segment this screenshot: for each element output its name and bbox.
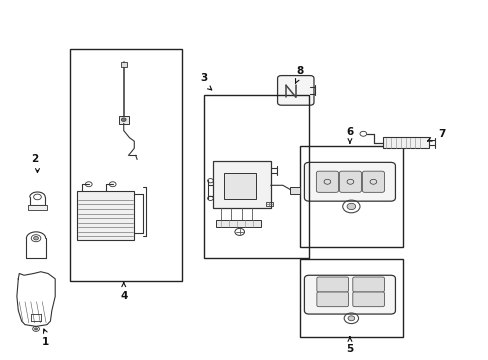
Bar xyxy=(299,147,402,247)
Text: 4: 4 xyxy=(120,291,127,301)
Circle shape xyxy=(34,237,39,240)
Text: 2: 2 xyxy=(31,154,39,164)
Bar xyxy=(77,190,134,240)
Bar xyxy=(213,161,270,208)
FancyBboxPatch shape xyxy=(304,162,395,201)
Circle shape xyxy=(347,316,354,321)
Bar xyxy=(265,202,272,207)
Bar xyxy=(289,187,299,194)
FancyBboxPatch shape xyxy=(277,76,313,105)
Text: 7: 7 xyxy=(437,129,445,139)
FancyBboxPatch shape xyxy=(352,277,384,292)
FancyBboxPatch shape xyxy=(316,292,348,307)
Circle shape xyxy=(346,203,355,210)
Bar xyxy=(224,173,256,199)
Text: 8: 8 xyxy=(296,66,303,76)
FancyBboxPatch shape xyxy=(339,171,361,192)
Text: 1: 1 xyxy=(42,337,49,347)
Bar xyxy=(215,220,261,226)
FancyBboxPatch shape xyxy=(316,171,338,192)
Text: 3: 3 xyxy=(200,73,207,83)
Bar xyxy=(119,116,128,123)
FancyBboxPatch shape xyxy=(316,277,348,292)
FancyBboxPatch shape xyxy=(362,171,384,192)
Bar xyxy=(203,95,308,258)
Bar xyxy=(383,137,428,148)
Bar xyxy=(69,49,182,280)
Bar xyxy=(299,259,402,337)
Bar xyxy=(121,62,126,67)
Bar xyxy=(28,205,47,210)
FancyBboxPatch shape xyxy=(352,292,384,307)
Text: 5: 5 xyxy=(346,344,353,354)
FancyBboxPatch shape xyxy=(304,275,395,314)
Circle shape xyxy=(35,328,38,330)
Circle shape xyxy=(121,118,126,121)
Text: 6: 6 xyxy=(346,127,353,137)
